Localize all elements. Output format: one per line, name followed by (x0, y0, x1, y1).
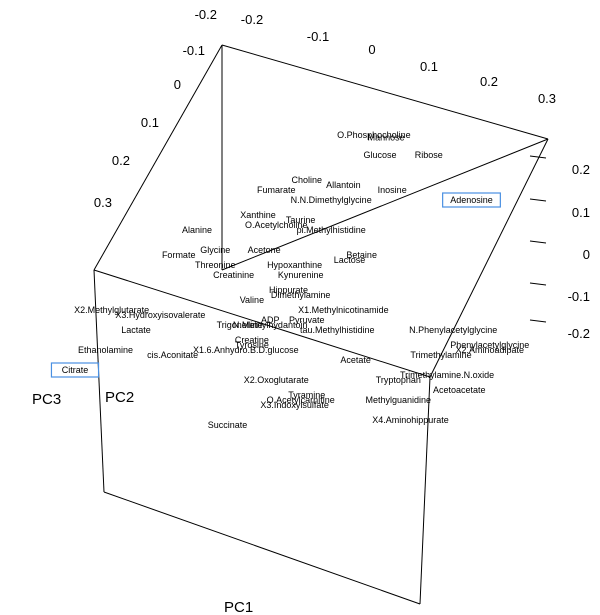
pc3-tick-label: 0.2 (572, 162, 590, 177)
point-trigonelline: Trigonelline (217, 320, 263, 330)
pc1-tick-label: 0.3 (538, 91, 556, 106)
point-succinate: Succinate (208, 420, 248, 430)
plot-box (93, 44, 549, 605)
point-acetate: Acetate (340, 355, 371, 365)
pc3-tick-label: -0.1 (568, 289, 590, 304)
point-ethanolamine: Ethanolamine (78, 345, 133, 355)
point-n-n-dimethylglycine: N.N.Dimethylglycine (291, 195, 372, 205)
box-front-right-edge (419, 376, 431, 605)
point-trimethylamine: Trimethylamine (410, 350, 471, 360)
point-methylguanidine: Methylguanidine (366, 395, 432, 405)
point-inosine: Inosine (378, 185, 407, 195)
pc1-tick-label: 0 (368, 42, 375, 57)
pc3-ticks: 0.2 0.1 0 -0.1 -0.2 (529, 155, 590, 341)
point-tau-methylhistidine: tau.Methylhistidine (300, 325, 375, 335)
point-fumarate: Fumarate (257, 185, 296, 195)
point-tyrosine: Tyrosine (235, 340, 269, 350)
point-citrate-highlight-box (50, 362, 100, 378)
point-threonine: Threonine (195, 260, 236, 270)
pc1-tick-label: 0.1 (420, 59, 438, 74)
point-cis-aconitate: cis.Aconitate (147, 350, 198, 360)
pc2-tick-label: -0.1 (183, 43, 205, 58)
point-taurine: Taurine (286, 215, 316, 225)
point-hypoxanthine: Hypoxanthine (267, 260, 322, 270)
pc2-tick-label: 0.1 (141, 115, 159, 130)
point-x2-aminoadipate: X2.Aminoadipate (456, 345, 525, 355)
pc2-tick-label: 0.3 (94, 195, 112, 210)
pc2-tick-label: -0.2 (195, 7, 217, 22)
box-back-bottom-edge (221, 138, 549, 271)
pc2-tick-label: 0 (174, 77, 181, 92)
point-pyruvate: Pyruvate (289, 315, 325, 325)
point-lactate: Lactate (121, 325, 151, 335)
point-creatine: Creatine (235, 335, 269, 345)
box-back-top-edge (221, 44, 549, 140)
box-front-bottom-edge (103, 491, 421, 605)
point-betaine: Betaine (346, 250, 377, 260)
point-x3-indoxylsulfate: X3.Indoxylsulfate (260, 400, 329, 410)
point-n-phenylacetylglycine: N.Phenylacetylglycine (409, 325, 497, 335)
point-citrate: Citrate (62, 365, 89, 375)
box-back-right-edge (429, 138, 549, 378)
point-creatinine: Creatinine (213, 270, 254, 280)
pc2-ticks: -0.2 -0.1 0 0.1 0.2 0.3 (94, 7, 217, 210)
pc3-tick-label: -0.2 (568, 326, 590, 341)
pc1-tick-label: -0.1 (307, 29, 329, 44)
point-hippurate: Hippurate (269, 285, 308, 295)
point-x3-hydroxyisovalerate: X3.Hydroxyisovalerate (115, 310, 205, 320)
point-o-acetylcarnitine: O.Acetylcarnitine (267, 395, 335, 405)
point-adp: ADP (261, 315, 280, 325)
point-x4-aminohippurate: X4.Aminohippurate (372, 415, 449, 425)
point-tyramine: Tyramine (288, 390, 325, 400)
point-xanthine: Xanthine (240, 210, 276, 220)
point-acetone: Acetone (248, 245, 281, 255)
point-x1-methylnicotinamide: X1.Methylnicotinamide (298, 305, 389, 315)
pc1-tick-label: 0.2 (480, 74, 498, 89)
point-o-phosphocholine: O.Phosphocholine (337, 130, 411, 140)
point-kynurenine: Kynurenine (278, 270, 324, 280)
point-choline: Choline (292, 175, 323, 185)
point-glucose: Glucose (363, 150, 396, 160)
pc3-tick-mark (529, 282, 547, 286)
point-trimethylamine-n-oxide: Trimethylamine.N.oxide (400, 370, 494, 380)
z-axis-title: PC3 (32, 391, 61, 408)
pc3-tick-mark (529, 240, 547, 244)
point-x1-6-anhydro-b-d-glucose: X1.6.Anhydro.B.D.glucose (193, 345, 299, 355)
point-acetoacetate: Acetoacetate (433, 385, 486, 395)
point-phenylacetylglycine: Phenylacetylglycine (450, 340, 529, 350)
pc1-ticks: -0.2 -0.1 0 0.1 0.2 0.3 (241, 12, 556, 106)
point-pi-methylhistidine: pi.Methylhistidine (297, 225, 366, 235)
point-allantoin: Allantoin (326, 180, 361, 190)
pc2-tick-label: 0.2 (112, 153, 130, 168)
point-lactose: Lactose (334, 255, 366, 265)
point-ribose: Ribose (415, 150, 443, 160)
pc3-tick-label: 0 (583, 247, 590, 262)
pc1-tick-label: -0.2 (241, 12, 263, 27)
box-back-left-edge (93, 44, 223, 271)
point-dimethylamine: Dimethylamine (271, 290, 331, 300)
point-o-acetylcholine: O.Acetylcholine (245, 220, 308, 230)
point-formate: Formate (162, 250, 196, 260)
box-middle-edge (93, 269, 431, 378)
point-mannose: Mannose (368, 133, 405, 143)
pc3-tick-mark (529, 198, 547, 202)
point-valine: Valine (240, 295, 264, 305)
box-front-left-edge (93, 269, 105, 493)
pc3-tick-mark (529, 319, 547, 323)
pc3-tick-label: 0.1 (572, 205, 590, 220)
highlight-boxes (50, 192, 501, 378)
point-glycine: Glycine (200, 245, 230, 255)
x-axis-title: PC1 (224, 599, 253, 615)
y-axis-title: PC2 (105, 389, 134, 406)
point-adenosine: Adenosine (450, 195, 493, 205)
point-tryptophan: Tryptophan (376, 375, 421, 385)
pc3-tick-mark (529, 155, 547, 159)
point-x2-oxoglutarate: X2.Oxoglutarate (244, 375, 309, 385)
point-n-methylhydantoin: N.Methylhydantoin (233, 320, 308, 330)
point-x2-methylglutarate: X2.Methylglutarate (74, 305, 149, 315)
point-adenosine-highlight-box (442, 192, 501, 208)
point-alanine: Alanine (182, 225, 212, 235)
